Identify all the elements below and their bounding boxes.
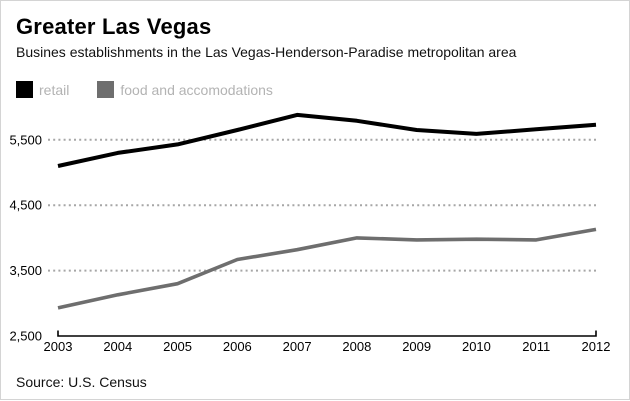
x-tick-label: 2005 [163, 339, 192, 354]
x-tick-label: 2010 [462, 339, 491, 354]
y-tick-label: 2,500 [9, 329, 42, 344]
x-tick-label: 2007 [283, 339, 312, 354]
y-tick-label: 5,500 [9, 132, 42, 147]
retail-line [57, 112, 597, 168]
x-tick-label: 2009 [402, 339, 431, 354]
x-tick-label: 2008 [342, 339, 371, 354]
retail-swatch-icon [16, 81, 33, 98]
x-tick-label: 2011 [522, 339, 550, 354]
y-tick-label: 3,500 [9, 263, 42, 278]
y-tick-label: 4,500 [9, 198, 42, 213]
legend-label-food: food and accomodations [120, 81, 273, 98]
legend-label-retail: retail [39, 81, 70, 98]
chart-subtitle: Busines establishments in the Las Vegas-… [16, 44, 517, 60]
legend-item-food: food and accomodations [97, 81, 273, 98]
x-tick-label: 2003 [44, 339, 73, 354]
food-and-accomodations-line [57, 227, 597, 310]
food-swatch-icon [97, 81, 115, 98]
x-tick-label: 2012 [582, 339, 611, 354]
x-axis-line [57, 330, 597, 337]
chart-legend: retail food and accomodations [16, 81, 291, 98]
x-tick-label: 2004 [103, 339, 132, 354]
page-title: Greater Las Vegas [16, 14, 212, 39]
source-caption: Source: U.S. Census [16, 374, 147, 390]
x-tick-label: 2006 [223, 339, 252, 354]
legend-item-retail: retail [16, 81, 69, 98]
